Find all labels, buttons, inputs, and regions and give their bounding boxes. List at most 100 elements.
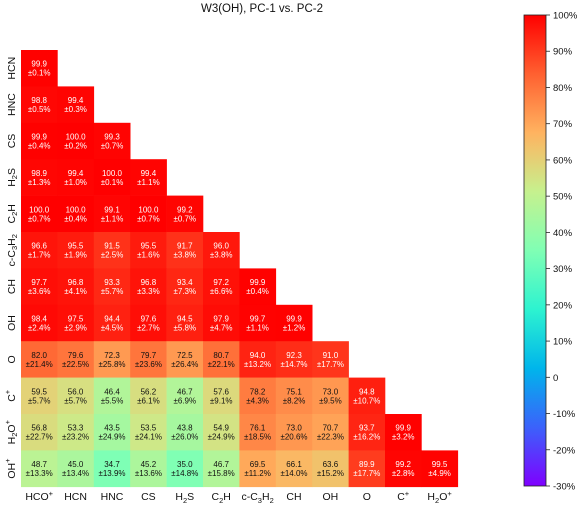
cell-value-label: 82.0 <box>31 351 47 360</box>
cell-error-label: ±0.7% <box>28 214 51 223</box>
heatmap-cell-4-0 <box>21 195 58 233</box>
cell-value-label: 78.2 <box>250 387 266 396</box>
heatmap-cell-8-0 <box>21 341 58 378</box>
cell-error-label: ±4.1% <box>64 287 87 296</box>
colorbar-tick-label: -20% <box>553 445 576 456</box>
cell-error-label: ±22.3% <box>317 433 344 442</box>
heatmap-cell-8-3 <box>130 341 167 378</box>
row-label: c-C3H2 <box>6 234 19 266</box>
cell-error-label: ±13.6% <box>135 469 162 478</box>
row-label: OH+ <box>3 458 18 479</box>
cell-value-label: 89.9 <box>359 460 375 469</box>
heatmap-cell-4-3 <box>130 195 167 233</box>
cell-error-label: ±0.4% <box>64 214 87 223</box>
row-label: C2H <box>6 204 19 223</box>
heatmap-cell-10-7 <box>275 414 313 451</box>
cell-value-label: 91.0 <box>323 351 339 360</box>
cell-error-label: ±6.6% <box>210 287 233 296</box>
cell-value-label: 93.3 <box>104 278 120 287</box>
heatmap-cell-9-9 <box>348 377 386 415</box>
cell-value-label: 95.5 <box>68 242 84 251</box>
heatmap-cell-6-1 <box>57 268 95 306</box>
cell-value-label: 66.1 <box>286 460 302 469</box>
heatmap-cell-9-3 <box>130 377 167 415</box>
cell-error-label: ±15.8% <box>208 469 235 478</box>
cell-value-label: 73.0 <box>286 424 302 433</box>
heatmap-cell-7-6 <box>239 304 277 342</box>
column-label: O <box>363 491 371 503</box>
heatmap-cell-8-6 <box>239 341 277 378</box>
cell-value-label: 99.9 <box>286 315 302 324</box>
row-label: CH <box>6 279 18 294</box>
heatmap-cell-11-2 <box>93 450 131 488</box>
cell-error-label: ±20.6% <box>280 433 307 442</box>
heatmap-cell-11-5 <box>203 450 240 488</box>
cell-value-label: 57.6 <box>213 387 229 396</box>
cell-value-label: 97.5 <box>68 315 84 324</box>
cell-error-label: ±3.2% <box>392 433 415 442</box>
heatmap-cell-2-0 <box>21 122 58 160</box>
heatmap-cell-10-6 <box>239 414 277 451</box>
cell-value-label: 43.5 <box>104 424 120 433</box>
heatmap-cell-3-3 <box>130 159 167 196</box>
cell-error-label: ±0.4% <box>28 142 51 151</box>
cell-value-label: 70.7 <box>323 424 339 433</box>
heatmap-cell-1-1 <box>57 86 95 124</box>
row-label: C+ <box>3 389 18 402</box>
heatmap-cell-1-0 <box>21 86 58 124</box>
cell-error-label: ±26.0% <box>171 433 198 442</box>
cell-error-label: ±17.7% <box>317 360 344 369</box>
heatmap-cell-11-1 <box>57 450 95 488</box>
cell-error-label: ±26.4% <box>171 360 198 369</box>
cell-error-label: ±1.7% <box>28 251 51 260</box>
row-label: O <box>6 355 18 363</box>
cell-value-label: 59.5 <box>31 387 47 396</box>
cell-value-label: 91.7 <box>177 242 193 251</box>
heatmap-cell-8-7 <box>275 341 313 378</box>
cell-value-label: 97.7 <box>31 278 47 287</box>
heatmap-cell-9-6 <box>239 377 277 415</box>
column-label: C+ <box>397 489 410 503</box>
cell-value-label: 43.8 <box>177 424 193 433</box>
cell-error-label: ±21.4% <box>26 360 53 369</box>
cell-error-label: ±1.9% <box>64 251 87 260</box>
cell-value-label: 91.5 <box>104 242 120 251</box>
cell-error-label: ±5.5% <box>101 396 124 405</box>
heatmap-cell-4-4 <box>166 195 204 233</box>
cell-error-label: ±0.7% <box>137 214 160 223</box>
cell-error-label: ±24.9% <box>208 433 235 442</box>
cell-value-label: 73.0 <box>323 387 339 396</box>
heatmap-cell-11-7 <box>275 450 313 488</box>
cell-value-label: 53.3 <box>68 424 84 433</box>
column-label: CS <box>141 491 156 503</box>
heatmap-cell-11-3 <box>130 450 167 488</box>
cell-value-label: 48.7 <box>31 460 47 469</box>
cell-value-label: 99.3 <box>104 133 120 142</box>
heatmap-cell-0-0 <box>21 50 58 87</box>
cell-error-label: ±0.7% <box>101 142 124 151</box>
cell-error-label: ±24.9% <box>98 433 125 442</box>
cell-error-label: ±11.2% <box>244 469 270 478</box>
cell-error-label: ±24.1% <box>135 433 162 442</box>
colorbar-tick-label: 90% <box>553 47 573 58</box>
heatmap-cell-10-4 <box>166 414 204 451</box>
row-label: H2O+ <box>3 419 19 444</box>
cell-error-label: ±0.2% <box>64 142 87 151</box>
cell-value-label: 76.1 <box>250 424 266 433</box>
heatmap-cell-8-2 <box>93 341 131 378</box>
heatmap-cell-7-5 <box>203 304 240 342</box>
cell-error-label: ±5.7% <box>64 396 87 405</box>
cell-value-label: 46.4 <box>104 387 120 396</box>
colorbar-tick-label: 70% <box>553 119 573 130</box>
cell-error-label: ±14.7% <box>280 360 307 369</box>
cell-error-label: ±17.7% <box>353 469 380 478</box>
cell-value-label: 96.8 <box>141 278 157 287</box>
column-label: H2S <box>175 491 194 505</box>
cell-value-label: 96.8 <box>68 278 84 287</box>
heatmap-cell-5-1 <box>57 232 95 269</box>
heatmap-cell-3-0 <box>21 159 58 196</box>
cell-value-label: 34.7 <box>104 460 120 469</box>
cell-value-label: 99.4 <box>68 96 84 105</box>
cell-error-label: ±2.8% <box>392 469 415 478</box>
heatmap-cell-10-3 <box>130 414 167 451</box>
